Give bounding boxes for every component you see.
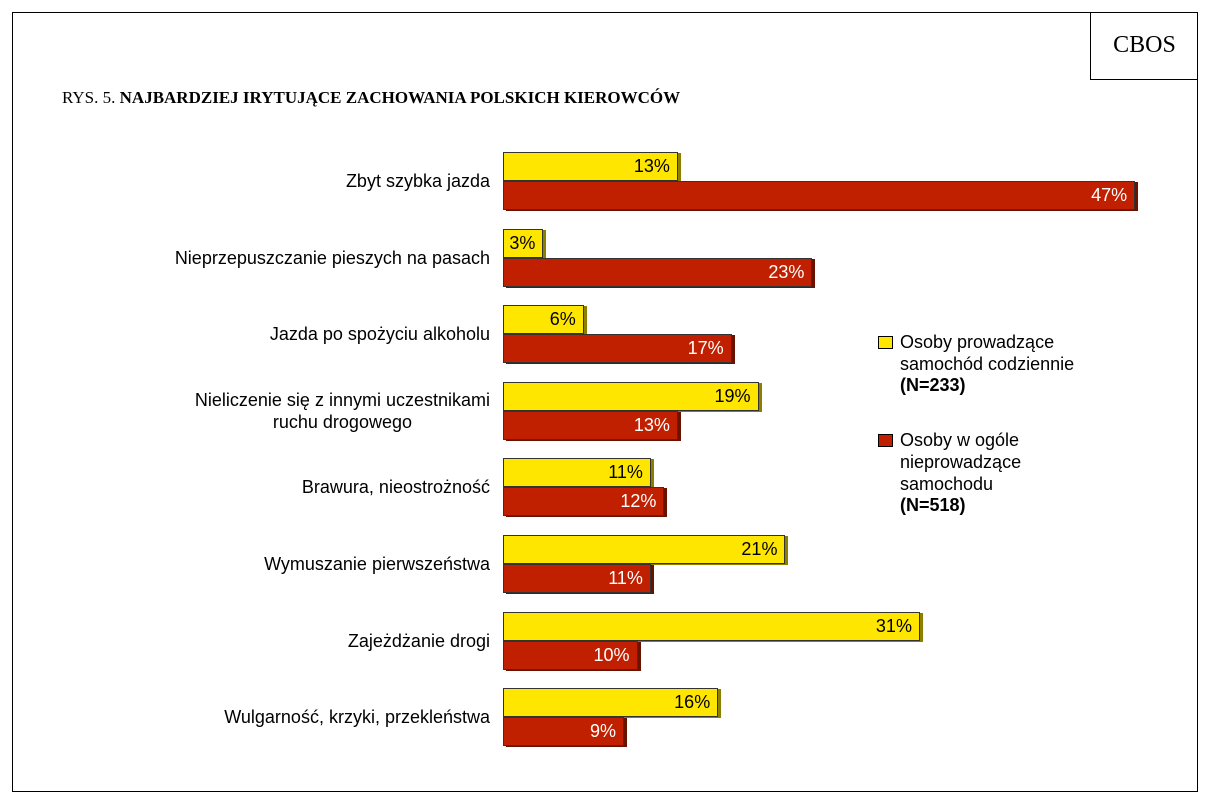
value-label: 11%	[608, 462, 643, 483]
value-label: 11%	[608, 568, 643, 588]
category-label: Brawura, nieostrożność	[301, 477, 490, 498]
bar	[503, 181, 1136, 210]
value-label: 16%	[674, 692, 711, 713]
category-label: Nieprzepuszczanie pieszych na pasach	[174, 247, 490, 268]
bar	[503, 305, 584, 335]
bar	[503, 228, 544, 258]
legend-swatch	[878, 336, 893, 349]
value-label: 17%	[687, 338, 724, 359]
category-label: Zbyt szybka jazda	[345, 171, 490, 191]
bar	[503, 487, 665, 517]
bar	[503, 458, 651, 488]
bar	[503, 611, 920, 641]
bar	[503, 564, 651, 593]
bar	[503, 334, 732, 364]
value-label: 31%	[875, 615, 912, 636]
bar	[503, 152, 678, 181]
legend-n: (N=518)	[900, 495, 966, 515]
bar	[503, 717, 625, 747]
category-label: Jazda po spożyciu alkoholu	[269, 324, 490, 345]
legend-label: Osoby prowadzące samochód codziennie	[900, 332, 1075, 374]
category-label: Wymuszanie pierwszeństwa	[264, 554, 490, 574]
bar	[503, 257, 813, 287]
value-label: 19%	[714, 385, 751, 406]
value-label: 10%	[593, 644, 630, 665]
bar	[503, 410, 678, 440]
value-label: 6%	[549, 309, 576, 330]
value-label: 3%	[509, 232, 536, 253]
value-label: 23%	[768, 261, 805, 282]
bar	[503, 535, 786, 564]
value-label: 13%	[633, 156, 670, 176]
category-label: Wulgarność, krzyki, przekleństwa	[224, 707, 490, 728]
value-label: 13%	[633, 414, 670, 435]
value-label: 9%	[590, 721, 617, 742]
title-prefix: RYS. 5.	[62, 88, 116, 107]
value-label: 12%	[620, 491, 657, 512]
bar	[503, 688, 719, 718]
legend-n: (N=233)	[900, 375, 966, 395]
legend-label: Osoby w ogóle nieprowadzące samochodu	[900, 430, 1022, 494]
value-label: 21%	[741, 539, 778, 559]
legend-swatch	[878, 434, 893, 447]
chart-title: RYS. 5. NAJBARDZIEJ IRYTUJĄCE ZACHOWANIA…	[62, 88, 680, 108]
title-main: NAJBARDZIEJ IRYTUJĄCE ZACHOWANIA POLSKIC…	[119, 88, 681, 107]
bar	[503, 381, 759, 411]
brand: CBOS	[1090, 12, 1198, 80]
category-label: Nieliczenie się z innymi uczestnikami ru…	[194, 389, 490, 432]
bar	[503, 640, 638, 670]
category-label: Zajeżdżanie drogi	[347, 630, 490, 651]
value-label: 47%	[1091, 185, 1128, 205]
